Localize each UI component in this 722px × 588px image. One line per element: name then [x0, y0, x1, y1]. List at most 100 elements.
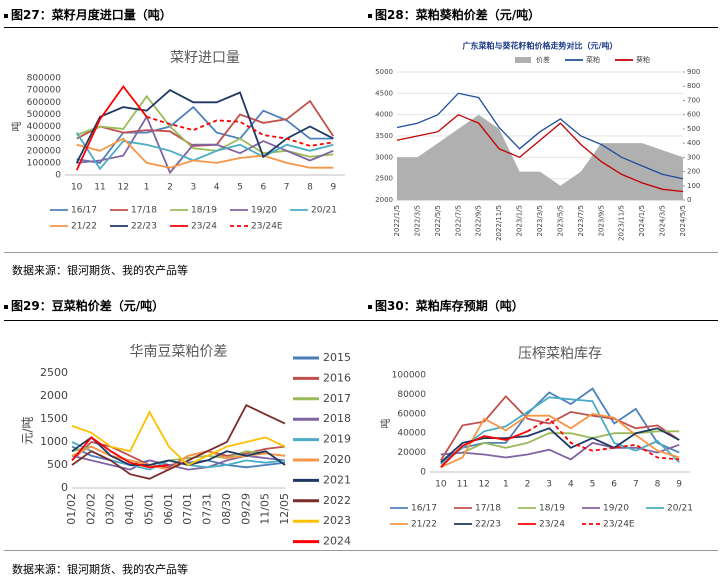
line: [440, 427, 680, 463]
legend-label: 2024: [323, 535, 351, 548]
y-axis-label: 元/吨: [21, 416, 35, 444]
line: [71, 441, 286, 469]
x-tick-label: 10: [435, 480, 447, 490]
line: [440, 394, 680, 461]
y2-tick-label: 800: [687, 82, 700, 90]
line: [75, 89, 334, 164]
y-tick-label: 700000: [27, 86, 62, 96]
figure-caption: 图28：菜粕葵粕价差（元/吨）: [368, 6, 540, 23]
chart-title: 压榨菜粕库存: [518, 345, 602, 362]
legend-label: 19/20: [251, 206, 277, 216]
x-tick-label: 04/01: [123, 493, 136, 525]
y-tick-label: 0: [420, 468, 426, 478]
x-tick-label: 01/02: [65, 493, 78, 525]
legend-label: 21/22: [71, 222, 97, 232]
x-tick-label: 2023/11/5: [618, 205, 626, 241]
x-tick-label: 7: [284, 183, 290, 193]
chart-title: 菜籽进口量: [170, 50, 240, 66]
y-tick-label: 20000: [397, 448, 426, 458]
legend-label: 17/18: [475, 504, 501, 514]
section-rule: [4, 550, 718, 551]
y-tick-label: 800000: [27, 74, 62, 84]
y2-tick-label: 500: [687, 125, 700, 133]
caption-rule: [4, 320, 718, 321]
y-tick-label: 200000: [27, 146, 62, 156]
legend-label: 价差: [536, 55, 550, 64]
x-tick-label: 2: [525, 480, 531, 490]
caption-rule: [4, 27, 718, 28]
legend-label: 20/21: [311, 206, 337, 216]
y2-tick-label: 400: [687, 139, 700, 147]
x-tick-label: 2023/5/5: [556, 205, 564, 236]
x-tick-label: 07/01: [181, 493, 194, 525]
legend-label: 16/17: [71, 206, 97, 216]
x-tick-label: 2: [167, 183, 173, 193]
x-tick-label: 05/01: [142, 493, 155, 525]
source-note: 数据来源：银河期货、我的农产品等: [12, 563, 188, 576]
legend-label: 21/22: [411, 520, 437, 530]
line: [440, 412, 680, 469]
x-tick-label: 7: [633, 480, 639, 490]
y-tick-label: 2500: [375, 175, 393, 183]
figure-caption: 图30：菜粕库存预期（吨）: [368, 297, 524, 314]
legend-swatch: [515, 57, 531, 63]
line: [76, 114, 334, 175]
line: [76, 105, 334, 164]
y-tick-label: 500000: [27, 110, 62, 120]
x-tick-label: 9: [676, 480, 682, 490]
legend-label: 2016: [323, 371, 351, 384]
x-tick-label: 1: [144, 183, 150, 193]
y-tick-label: 4000: [375, 111, 393, 119]
legend-label: 2017: [323, 392, 351, 405]
line: [396, 113, 684, 193]
y-tick-label: 0: [55, 171, 61, 181]
line: [396, 92, 684, 180]
y-tick-label: 1000: [40, 435, 68, 448]
legend-label: 2021: [323, 473, 351, 486]
x-tick-label: 2023/3/5: [536, 205, 544, 236]
y-tick-label: 2000: [375, 196, 393, 204]
x-tick-label: 10: [71, 183, 83, 193]
legend-label: 18/19: [191, 206, 217, 216]
x-tick-label: 2024/5/5: [679, 205, 687, 236]
x-tick-label: 11: [94, 183, 105, 193]
x-tick-label: 12/05: [278, 493, 291, 525]
x-tick-label: 8: [307, 183, 313, 193]
figure-caption: 图29：豆菜粕价差（元/吨）: [4, 297, 164, 314]
line: [527, 417, 680, 461]
x-tick-label: 06/01: [162, 493, 175, 525]
area: [397, 114, 683, 200]
x-tick-label: 12: [118, 183, 129, 193]
legend-label: 2022: [323, 494, 351, 507]
y2-tick-label: 300: [687, 153, 700, 161]
y-tick-label: 100000: [27, 158, 62, 168]
x-tick-label: 02/02: [84, 493, 97, 525]
legend-label: 17/18: [131, 206, 157, 216]
chart-title: 华南豆菜粕价差: [130, 344, 228, 360]
x-tick-label: 08/30: [220, 493, 233, 525]
line: [71, 404, 286, 480]
y-tick-label: 600000: [27, 98, 62, 108]
line: [76, 99, 335, 147]
y-tick-label: 3000: [375, 153, 393, 161]
legend-label: 23/24E: [603, 520, 635, 530]
line: [75, 84, 148, 171]
x-tick-label: 5: [237, 183, 243, 193]
x-tick-label: 5: [590, 480, 596, 490]
section-rule: [4, 252, 718, 253]
y-tick-label: 60000: [397, 409, 426, 419]
line: [440, 387, 680, 464]
x-tick-label: 11: [457, 480, 468, 490]
x-tick-label: 6: [260, 183, 266, 193]
y-tick-label: 4500: [375, 89, 393, 97]
y-tick-label: 1500: [40, 412, 68, 425]
source-note: 数据来源：银河期货、我的农产品等: [12, 264, 188, 277]
x-tick-label: 03/02: [104, 493, 117, 525]
x-tick-label: 6: [611, 480, 617, 490]
y-tick-label: 2500: [40, 366, 68, 379]
x-tick-label: 2024/1/5: [638, 205, 646, 236]
y2-tick-label: 0: [687, 196, 691, 204]
line: [75, 132, 334, 171]
